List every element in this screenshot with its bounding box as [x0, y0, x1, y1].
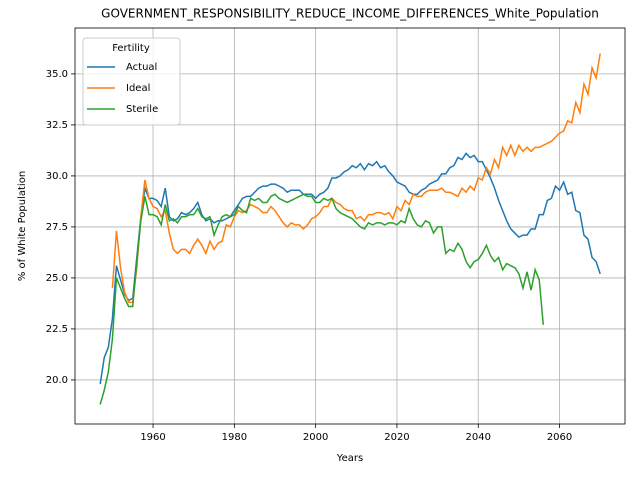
- legend-title: Fertility: [112, 43, 150, 54]
- line: [99, 193, 545, 405]
- legend-label: Actual: [126, 62, 157, 73]
- y-tick-label: 35.0: [46, 69, 68, 80]
- x-tick-label: 2020: [384, 432, 409, 443]
- x-tick-label: 2000: [303, 432, 328, 443]
- y-tick-label: 25.0: [46, 273, 68, 284]
- chart-title: GOVERNMENT_RESPONSIBILITY_REDUCE_INCOME_…: [101, 7, 599, 21]
- y-axis-label: % of White Population: [17, 171, 28, 281]
- plot-frame: [74, 27, 626, 425]
- legend-box: [82, 37, 181, 126]
- y-tick-label: 27.5: [46, 222, 68, 233]
- line: [111, 53, 601, 304]
- x-axis-label: Years: [336, 453, 363, 464]
- y-tick-label: 30.0: [46, 171, 68, 182]
- y-tick-label: 20.0: [46, 375, 68, 386]
- legend-label: Ideal: [126, 83, 150, 94]
- line: [99, 152, 601, 385]
- x-tick-label: 1980: [222, 432, 247, 443]
- x-tick-label: 2040: [466, 432, 491, 443]
- y-tick-label: 32.5: [46, 120, 68, 131]
- x-tick-label: 1960: [140, 432, 165, 443]
- x-tick-label: 2060: [547, 432, 572, 443]
- legend-label: Sterile: [126, 104, 158, 115]
- y-tick-label: 22.5: [46, 324, 68, 335]
